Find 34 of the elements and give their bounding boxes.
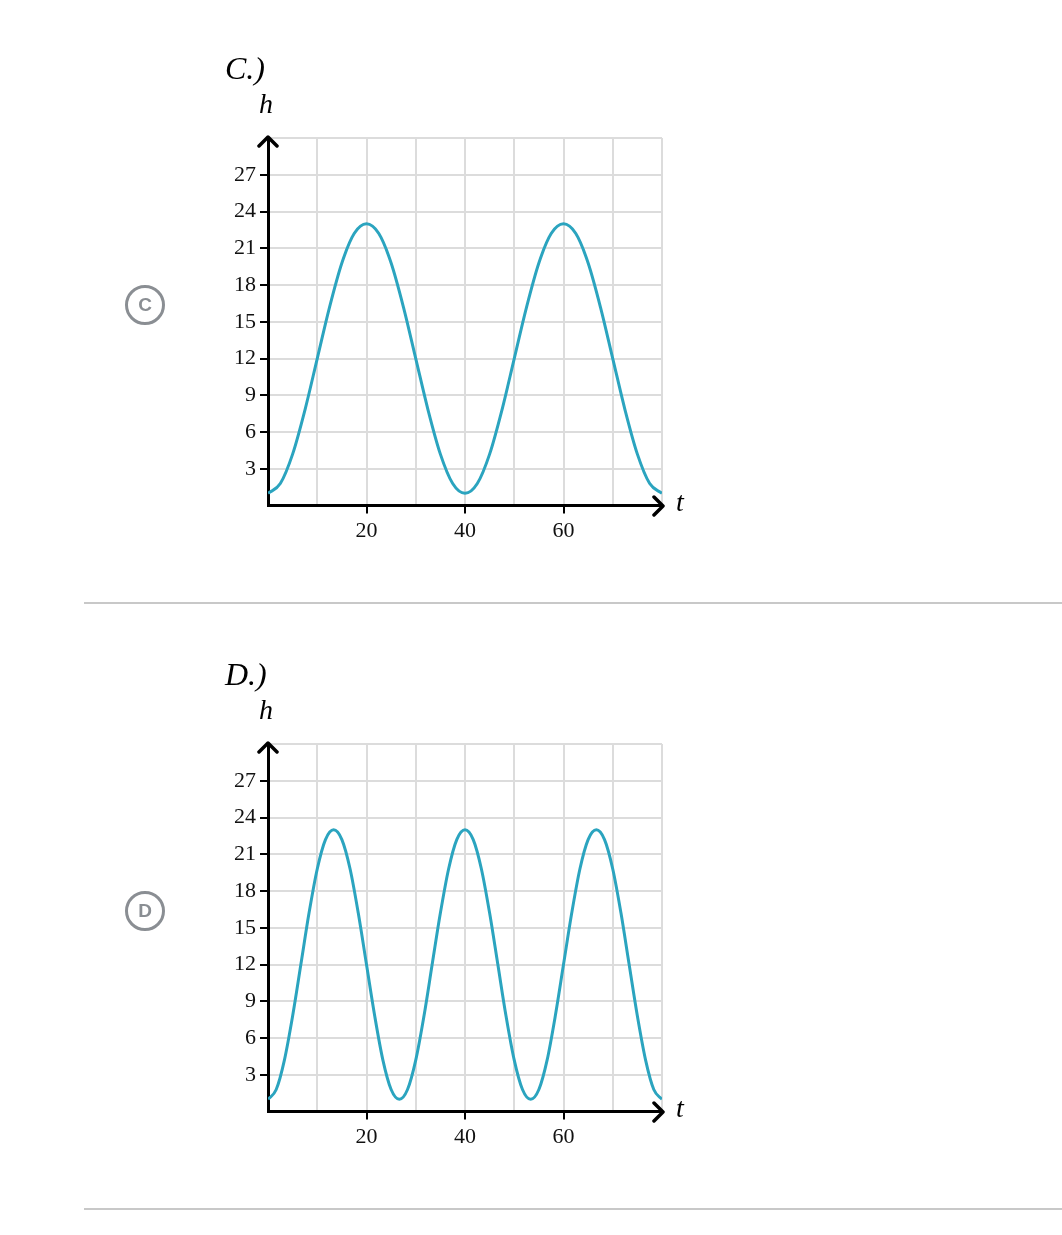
y-tick-label: 27: [234, 766, 256, 792]
x-tick-label: 40: [454, 516, 476, 542]
radio-button: D: [125, 891, 165, 931]
x-axis-title: t: [676, 485, 684, 518]
x-tick-label: 60: [552, 1122, 575, 1148]
radio-button: C: [125, 285, 165, 325]
y-tick-label: 24: [234, 803, 256, 829]
y-tick-label: 18: [234, 270, 256, 296]
y-tick-label: 12: [234, 344, 256, 370]
chart-title: D.): [225, 656, 267, 693]
x-tick-label: 40: [454, 1122, 476, 1148]
y-tick-label: 21: [234, 234, 256, 260]
y-tick-label: 3: [245, 1060, 256, 1086]
y-tick-label: 6: [245, 1023, 256, 1049]
y-tick-label: 9: [245, 381, 256, 407]
y-tick-label: 3: [245, 454, 256, 480]
y-axis-title: h: [259, 694, 273, 726]
y-tick-label: 18: [234, 876, 256, 902]
line-series: [268, 222, 662, 495]
x-axis-title: t: [676, 1091, 684, 1124]
y-tick-label: 24: [234, 197, 256, 223]
y-tick-label: 6: [245, 417, 256, 443]
y-tick-label: 15: [234, 307, 256, 333]
y-tick-label: 9: [245, 987, 256, 1013]
x-tick-label: 60: [552, 516, 575, 542]
chart-title: C.): [225, 50, 265, 87]
y-tick-label: 15: [234, 913, 256, 939]
y-tick-label: 12: [234, 950, 256, 976]
x-tick-label: 20: [355, 516, 378, 542]
y-tick-label: 27: [234, 160, 256, 186]
x-tick-label: 20: [355, 1122, 378, 1148]
line-series: [268, 828, 662, 1101]
y-axis-title: h: [259, 88, 273, 120]
y-tick-label: 21: [234, 840, 256, 866]
